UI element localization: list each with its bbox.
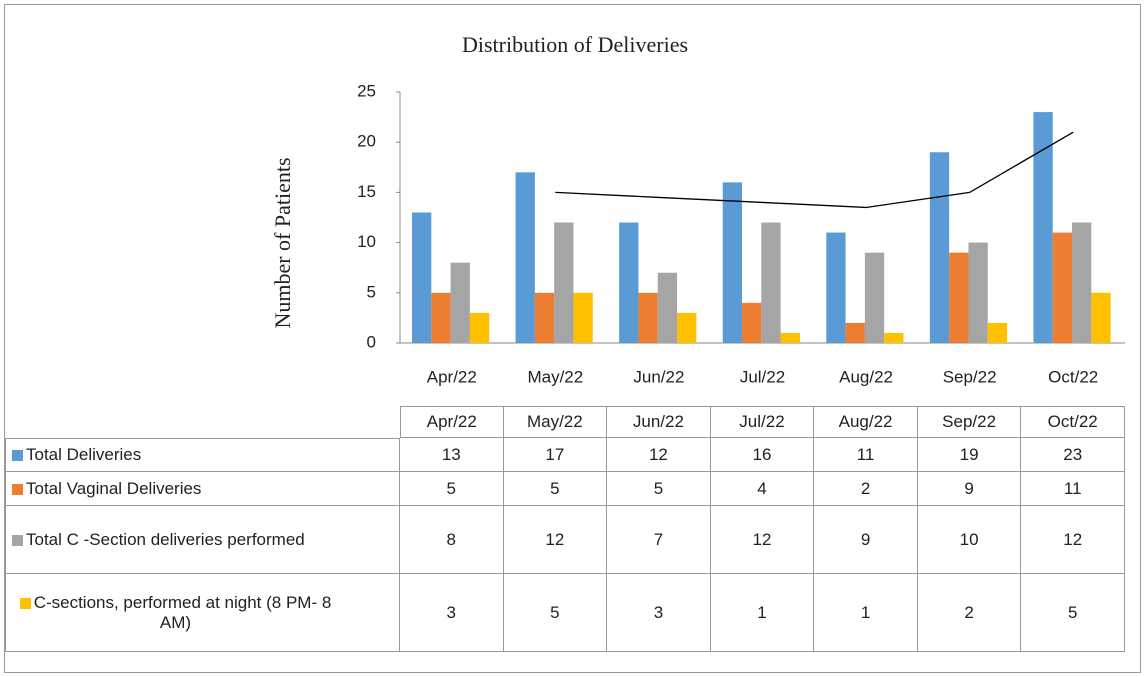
bar xyxy=(657,272,678,343)
table-value: 12 xyxy=(710,506,815,574)
y-tick-label: 20 xyxy=(357,132,376,151)
legend-label: C-sections, performed at night (8 PM- 8 … xyxy=(33,592,332,632)
legend-label: Total Vaginal Deliveries xyxy=(26,478,202,498)
legend-key xyxy=(19,597,31,609)
bar xyxy=(573,292,593,343)
table-value: 2 xyxy=(814,472,918,506)
table-value: 3 xyxy=(607,574,711,652)
table-value: 11 xyxy=(1021,472,1125,506)
bar xyxy=(515,172,535,343)
table-row-label: Total Vaginal Deliveries xyxy=(5,472,400,506)
table-value: 17 xyxy=(503,438,608,472)
bar xyxy=(780,332,800,343)
table-header: Jul/22 xyxy=(710,406,815,438)
bar xyxy=(968,242,988,343)
bar xyxy=(722,182,743,343)
y-tick-label: 25 xyxy=(357,81,376,100)
legend-key xyxy=(12,534,23,546)
table-header: Apr/22 xyxy=(400,406,504,438)
table-value: 13 xyxy=(400,438,504,472)
bar xyxy=(1091,292,1111,343)
bar xyxy=(619,222,639,343)
table-value: 1 xyxy=(710,574,815,652)
bar xyxy=(929,152,950,343)
table-value: 5 xyxy=(503,574,608,652)
bar xyxy=(864,252,885,343)
table-header-border xyxy=(400,406,1125,407)
bar xyxy=(677,312,697,343)
bar xyxy=(469,312,490,343)
bar xyxy=(638,292,658,343)
bar xyxy=(554,222,574,343)
y-tick-label: 10 xyxy=(357,232,376,251)
bar xyxy=(884,332,904,343)
bar xyxy=(1033,112,1053,343)
table-value: 8 xyxy=(400,506,504,574)
legend-label: Total Deliveries xyxy=(26,444,142,464)
bar xyxy=(845,322,865,343)
table-row-label: C-sections, performed at night (8 PM- 8 … xyxy=(5,574,400,652)
table-row-label: Total Deliveries xyxy=(5,438,400,472)
chart-border xyxy=(4,4,1141,673)
x-tick-label: Jun/22 xyxy=(633,367,684,386)
x-tick-label: Oct/22 xyxy=(1048,367,1098,386)
table-value: 9 xyxy=(814,506,918,574)
table-top-border xyxy=(5,438,400,439)
bar xyxy=(742,302,762,343)
table-value: 10 xyxy=(917,506,1022,574)
y-tick-label: 15 xyxy=(357,182,376,201)
table-value: 23 xyxy=(1021,438,1125,472)
chart-title: Distribution of Deliveries xyxy=(462,32,688,57)
table-header: Oct/22 xyxy=(1021,406,1125,438)
table-value: 5 xyxy=(503,472,608,506)
table-value: 9 xyxy=(917,472,1022,506)
x-tick-label: Aug/22 xyxy=(839,367,893,386)
bar xyxy=(412,212,432,343)
table-value: 12 xyxy=(1021,506,1125,574)
x-tick-label: Apr/22 xyxy=(427,367,477,386)
table-value: 3 xyxy=(400,574,504,652)
bar xyxy=(826,232,846,343)
table-value: 16 xyxy=(710,438,815,472)
legend-label: Total C -Section deliveries performed xyxy=(26,529,305,549)
table-header: Jun/22 xyxy=(607,406,711,438)
x-tick-label: Sep/22 xyxy=(943,367,997,386)
bar xyxy=(450,262,470,343)
legend-key xyxy=(12,449,23,461)
bar xyxy=(1052,232,1073,343)
bar xyxy=(431,292,451,343)
trendline xyxy=(555,131,1074,209)
table-value: 12 xyxy=(503,506,608,574)
y-tick-label: 0 xyxy=(367,332,376,351)
table-value: 7 xyxy=(607,506,711,574)
table-value: 5 xyxy=(607,472,711,506)
bar xyxy=(987,322,1008,343)
table-value: 11 xyxy=(814,438,918,472)
table-value: 1 xyxy=(814,574,918,652)
x-tick-label: May/22 xyxy=(527,367,583,386)
table-value: 4 xyxy=(710,472,815,506)
table-value: 5 xyxy=(1021,574,1125,652)
bar xyxy=(534,292,555,343)
table-value: 5 xyxy=(400,472,504,506)
bar xyxy=(761,222,781,343)
table-header: Aug/22 xyxy=(814,406,918,438)
table-value: 2 xyxy=(917,574,1022,652)
x-tick-label: Jul/22 xyxy=(740,367,785,386)
bar xyxy=(1072,222,1092,343)
y-axis-label: Number of Patients xyxy=(270,157,295,328)
table-value: 12 xyxy=(607,438,711,472)
table-row-label: Total C -Section deliveries performed xyxy=(5,506,400,574)
table-header: May/22 xyxy=(503,406,608,438)
legend-key xyxy=(12,483,23,495)
y-tick-label: 5 xyxy=(367,282,376,301)
table-value: 19 xyxy=(917,438,1022,472)
table-header: Sep/22 xyxy=(917,406,1022,438)
bar xyxy=(949,252,969,343)
